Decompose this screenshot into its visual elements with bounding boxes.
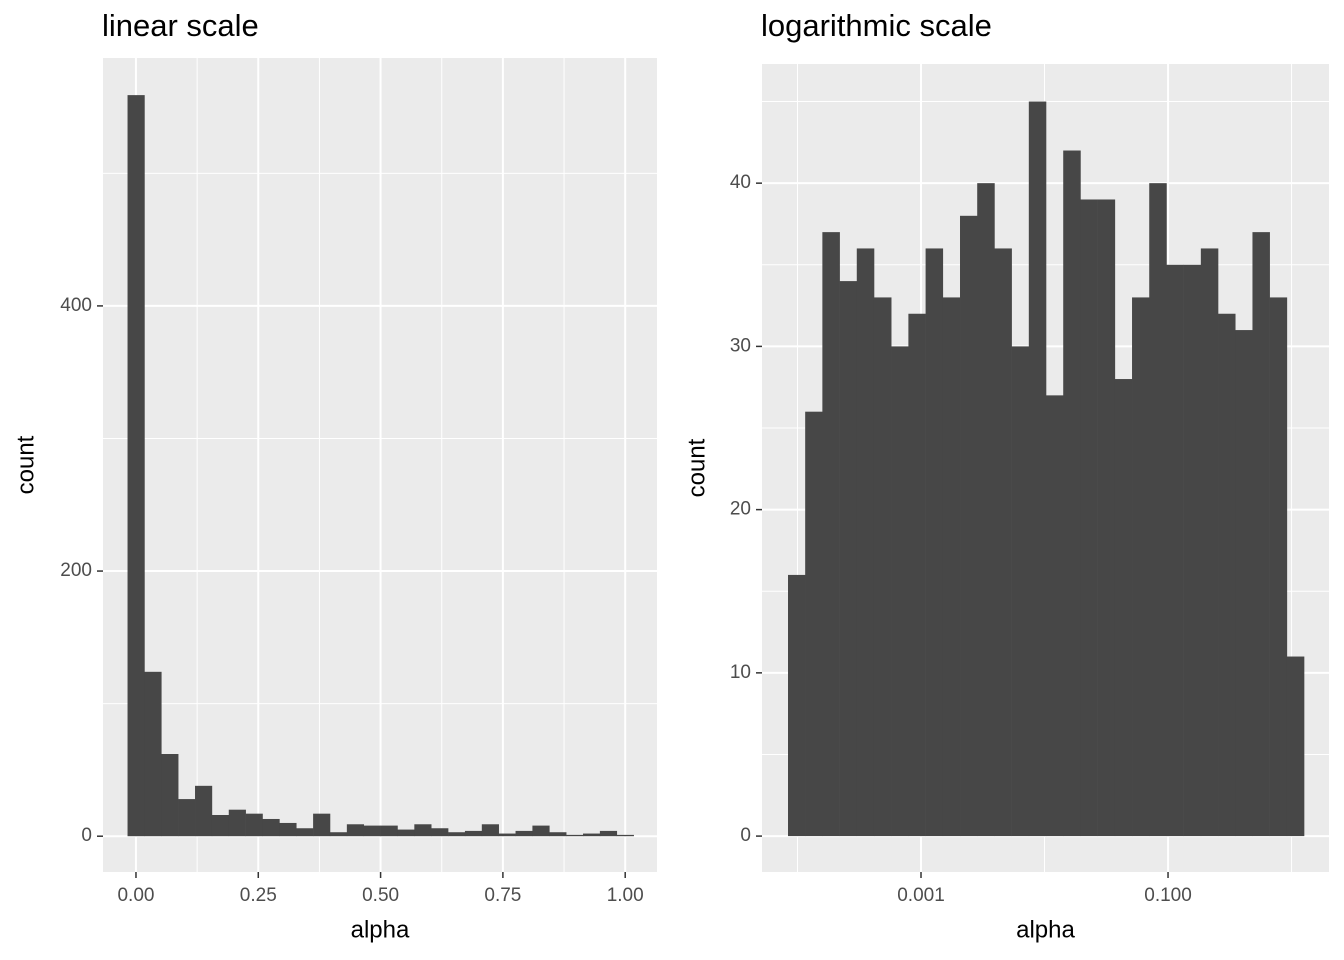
chart-title: logarithmic scale	[761, 8, 992, 43]
bar	[977, 183, 995, 837]
y-tick-label: 400	[60, 295, 92, 316]
x-tick-label: 0.00	[117, 885, 154, 906]
bar	[1149, 183, 1167, 837]
bar	[891, 346, 909, 837]
bar	[228, 809, 246, 837]
bar	[1183, 264, 1202, 837]
bar	[1028, 101, 1047, 837]
bar	[262, 818, 280, 837]
x-tick-label: 0.25	[240, 885, 277, 906]
bar	[397, 829, 415, 837]
y-tick-label: 0	[740, 825, 751, 846]
bar	[1200, 248, 1219, 837]
bar	[279, 822, 297, 837]
x-tick-label: 0.75	[484, 885, 521, 906]
bar	[908, 313, 926, 837]
bar	[127, 95, 145, 837]
y-tick-label: 10	[730, 662, 751, 683]
bar	[414, 824, 432, 837]
bar	[532, 825, 550, 837]
bar	[1063, 150, 1081, 837]
bar	[1046, 395, 1064, 837]
bar	[380, 825, 398, 837]
bar	[925, 248, 944, 837]
bar	[464, 830, 483, 837]
x-axis-title: alpha	[351, 916, 410, 943]
bar	[1114, 379, 1133, 837]
bar	[211, 814, 230, 837]
bar	[942, 297, 961, 837]
bar	[1011, 346, 1030, 837]
bar	[195, 785, 213, 837]
bar	[481, 824, 499, 837]
y-tick-label: 20	[730, 499, 751, 520]
x-tick-label: 0.001	[897, 885, 945, 906]
bar	[363, 825, 381, 837]
bar	[788, 574, 806, 837]
bar	[178, 799, 196, 837]
bar	[161, 754, 179, 837]
bar	[583, 833, 601, 837]
bar	[329, 832, 348, 837]
bar	[498, 833, 516, 837]
bar	[873, 297, 892, 837]
bar	[994, 248, 1012, 837]
bar	[856, 248, 875, 837]
bar	[296, 828, 314, 837]
bar	[805, 411, 823, 837]
x-tick-label: 1.00	[607, 885, 644, 906]
bar	[346, 824, 365, 837]
bar	[144, 671, 162, 837]
bar	[599, 830, 618, 837]
y-tick-label: 200	[60, 560, 92, 581]
bar	[1218, 313, 1236, 837]
x-tick-label: 0.100	[1144, 885, 1192, 906]
y-tick-label: 40	[730, 172, 751, 193]
x-axis-title: alpha	[1016, 916, 1075, 943]
y-tick-label: 0	[81, 825, 92, 846]
bar	[616, 834, 634, 837]
bar	[1132, 297, 1150, 837]
bar	[960, 215, 978, 837]
bar	[566, 834, 584, 837]
bar	[313, 813, 331, 837]
bar	[1269, 297, 1288, 837]
bar	[431, 828, 449, 837]
bar	[1097, 199, 1116, 837]
bar	[1166, 264, 1184, 837]
y-axis-title: count	[683, 438, 710, 497]
bar	[839, 281, 858, 837]
y-axis-title: count	[12, 435, 39, 494]
bar	[822, 232, 840, 837]
bar	[1252, 232, 1270, 837]
bar	[245, 813, 263, 837]
x-tick-label: 0.50	[362, 885, 399, 906]
y-tick-label: 30	[730, 335, 751, 356]
bar	[549, 832, 567, 837]
chart-title: linear scale	[102, 8, 259, 43]
bar	[448, 832, 466, 837]
bar	[1080, 199, 1098, 837]
bar	[1286, 656, 1305, 837]
bar	[515, 830, 533, 837]
bar	[1235, 330, 1253, 837]
